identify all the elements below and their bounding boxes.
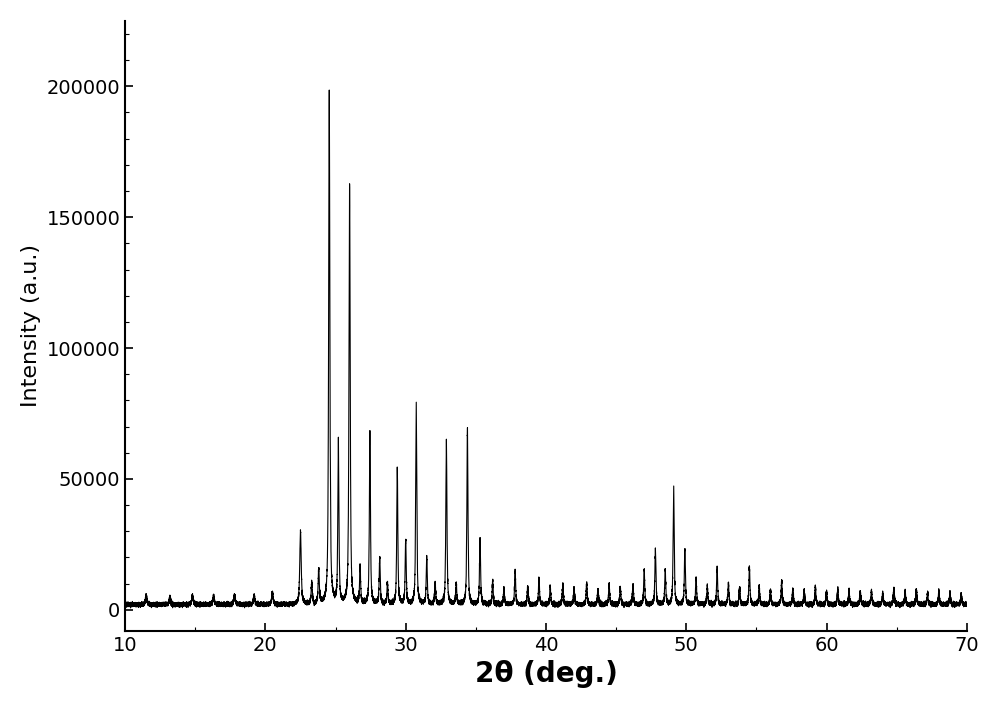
X-axis label: 2θ (deg.): 2θ (deg.) xyxy=(475,660,617,688)
Y-axis label: Intensity (a.u.): Intensity (a.u.) xyxy=(21,245,41,407)
